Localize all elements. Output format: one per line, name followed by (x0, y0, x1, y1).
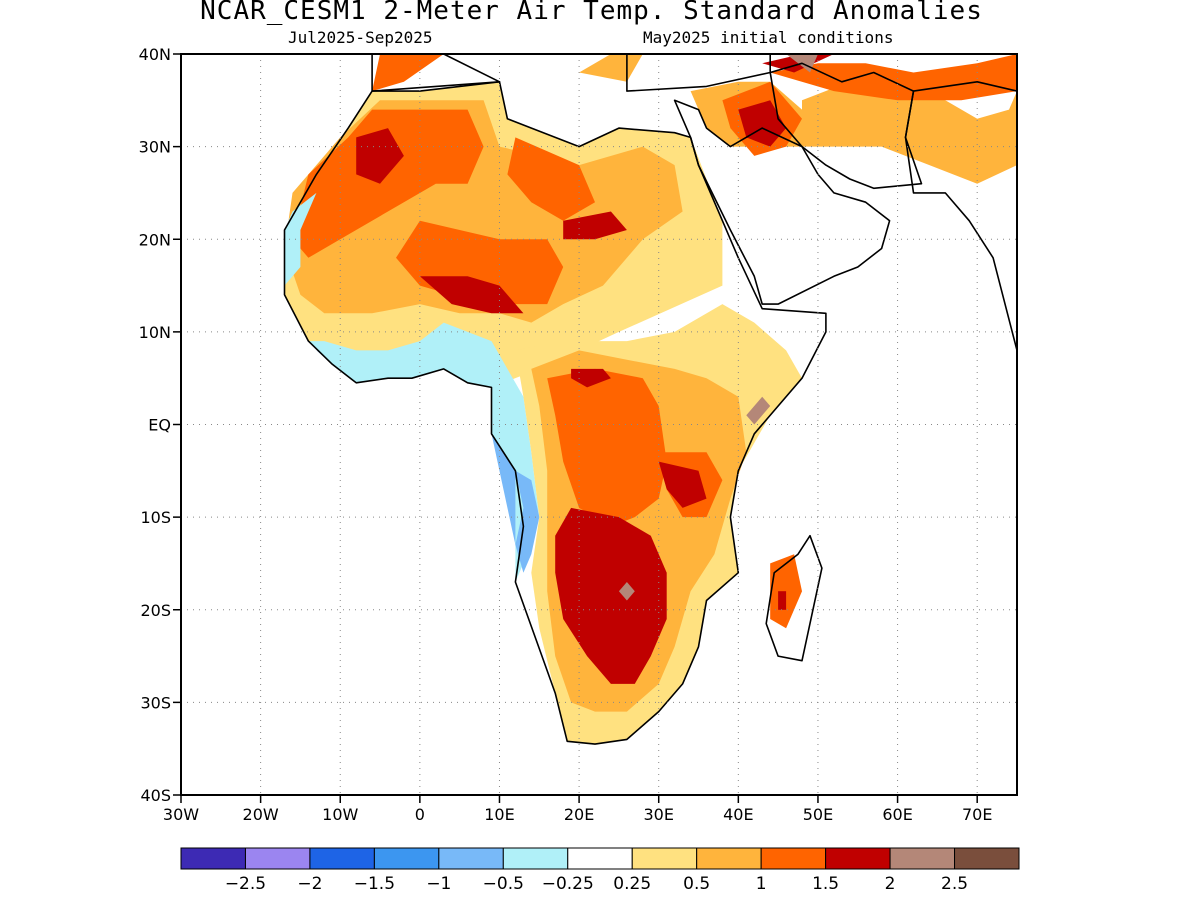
x-tick-label: 0 (415, 805, 425, 824)
colorbar-swatch-2 (309, 847, 375, 870)
lat-lon-grid (181, 54, 1017, 795)
colorbar-label: −0.5 (483, 874, 524, 894)
colorbar-swatch-9 (760, 847, 827, 870)
colorbar-label: −1.5 (354, 874, 395, 894)
colorbar-swatch-7 (631, 847, 698, 870)
colorbar-label: −2.5 (225, 874, 266, 894)
colorbar-swatch-11 (889, 847, 956, 870)
coastline-arabia (673, 99, 891, 305)
y-tick-label: 20S (140, 601, 171, 620)
colorbar-label: 2 (885, 874, 896, 894)
colorbar-swatch-1 (244, 847, 311, 870)
anomaly-region-5 (356, 128, 404, 184)
coastline-madagascar (765, 534, 823, 662)
colorbar-swatch-6 (567, 847, 633, 870)
colorbar-swatch-3 (373, 847, 440, 870)
colorbar-label: 0.5 (683, 874, 710, 894)
colorbar-label: 1.5 (812, 874, 839, 894)
anomaly-region-13 (547, 368, 667, 527)
colorbar-label: 0.25 (613, 874, 651, 894)
y-tick-label: 10N (139, 323, 171, 342)
anomaly-fills (284, 54, 1017, 745)
y-tick-label: EQ (148, 416, 171, 435)
x-tick-label: 10W (322, 805, 358, 824)
x-tick-label: 30W (163, 805, 199, 824)
colorbar-swatch-12 (954, 847, 1020, 870)
anomaly-region-16 (658, 461, 707, 508)
anomaly-region-26 (802, 81, 1017, 184)
anomaly-region-2 (292, 109, 484, 258)
colorbar-swatch-10 (825, 847, 891, 870)
y-tick-label: 10S (140, 508, 171, 527)
anomaly-region-6 (419, 276, 524, 314)
colorbar: −2.5 −2 −1.5 −1 −0.5 −0.25 0.25 0.5 1 1.5 2 2.5 (180, 847, 1020, 894)
chart-title: NCAR_CESM1 2-Meter Air Temp. Standard An… (200, 0, 983, 26)
y-tick-label: 40S (140, 786, 171, 805)
initial-conditions: May2025 initial conditions (643, 28, 894, 47)
anomaly-region-17 (571, 368, 611, 388)
x-tick-label: 40E (723, 805, 753, 824)
anomaly-region-27 (770, 54, 1017, 101)
y-tick-label: 40N (139, 45, 171, 64)
y-tick-label: 30N (139, 138, 171, 157)
x-tick-label: 20E (564, 805, 594, 824)
x-tick-label: 60E (882, 805, 912, 824)
colorbar-swatch-4 (438, 847, 504, 870)
anomaly-region-18 (746, 396, 771, 425)
anomaly-region-4 (507, 137, 595, 221)
colorbar-label: 2.5 (941, 874, 968, 894)
x-tick-label: 50E (803, 805, 833, 824)
x-tick-label: 30E (643, 805, 673, 824)
coastline-anatolia (626, 54, 772, 92)
anomaly-region-30 (372, 54, 444, 92)
anomaly-region-21 (778, 591, 787, 610)
colorbar-label: 1 (756, 874, 767, 894)
coastline-asia_east (904, 81, 1017, 352)
y-tick-label: 20N (139, 230, 171, 249)
coastline-iran (769, 62, 923, 190)
colorbar-swatch-0 (180, 847, 246, 870)
anomaly-region-31 (579, 54, 643, 82)
anomaly-region-15 (555, 507, 667, 684)
anomaly-region-19 (618, 582, 635, 601)
valid-period: Jul2025-Sep2025 (288, 28, 433, 47)
coastlines (283, 54, 1017, 745)
x-tick-label: 20W (243, 805, 279, 824)
y-tick-label: 30S (140, 693, 171, 712)
coastline-sicily_med (371, 54, 501, 92)
x-tick-label: 70E (962, 805, 992, 824)
colorbar-swatch-8 (696, 847, 762, 870)
colorbar-label: −1 (426, 874, 451, 894)
coastline-africa (283, 81, 827, 745)
colorbar-swatch-5 (502, 847, 569, 870)
x-tick-label: 10E (484, 805, 514, 824)
colorbar-label: −0.25 (542, 874, 594, 894)
colorbar-label: −2 (297, 874, 322, 894)
anomaly-region-22 (515, 470, 540, 573)
anomaly-region-7 (563, 211, 627, 240)
